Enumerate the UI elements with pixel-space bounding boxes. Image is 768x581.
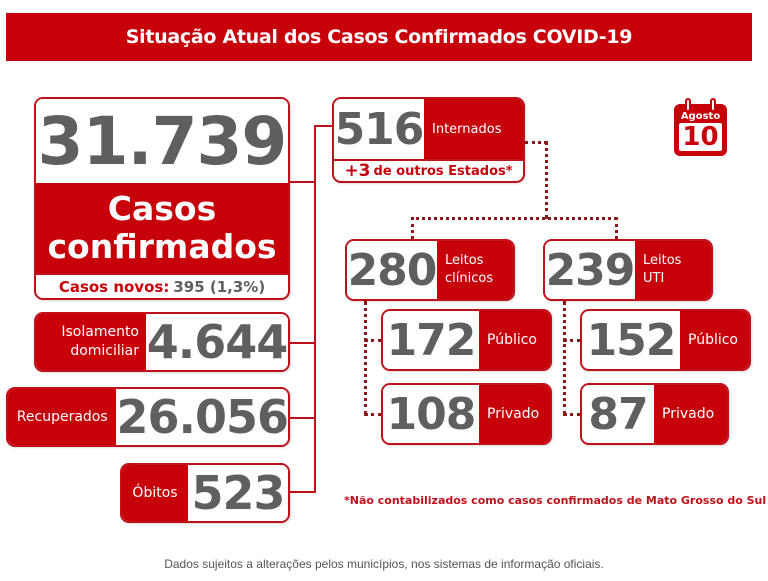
connector-deaths [290,491,316,493]
icu-private-value: 87 [582,385,654,443]
clinical-private-card: 108 Privado [381,383,552,445]
calendar-ring-left [685,98,691,112]
new-cases-row: Casos novos: 395 (1,3%) [36,273,288,298]
dotted-connector [411,217,617,220]
other-states-text: de outros Estados* [373,163,513,179]
icu-public-value: 152 [582,311,680,369]
home-isolation-label-line2: domiciliar [70,343,139,359]
deaths-value: 523 [188,465,288,521]
clinical-beds-label: Leitos clínicos [437,241,513,299]
dotted-connector [615,217,618,239]
confirmed-cases-card: 31.739 Casos confirmados Casos novos: 39… [34,97,290,300]
calendar-icon: Agosto 10 [674,98,727,156]
dotted-connector [525,141,547,144]
hospitalized-card: 516 Internados +3 de outros Estados* [332,97,525,183]
calendar-ring-right [710,98,716,112]
deaths-label: Óbitos [122,465,188,521]
icu-private-label: Privado [654,385,727,443]
home-isolation-value: 4.644 [146,314,288,370]
clinical-public-value: 172 [383,311,479,369]
clinical-public-card: 172 Público [381,309,552,371]
connector-hospitalized [314,125,334,127]
icu-beds-value: 239 [545,241,635,299]
connector-isolation [290,342,316,344]
dotted-connector [411,217,414,239]
icu-private-card: 87 Privado [580,383,729,445]
clinical-public-label: Público [479,311,550,369]
clinical-beds-card: 280 Leitos clínicos [345,239,515,301]
dotted-connector [364,339,382,342]
icu-beds-card: 239 Leitos UTI [543,239,713,301]
other-states-row: +3 de outros Estados* [334,159,523,181]
calendar-day: 10 [679,122,722,152]
icu-beds-label-line2: UTI [643,271,665,286]
recovered-card: Recuperados 26.056 [6,387,290,447]
hospitalized-value: 516 [334,99,424,159]
confirmed-cases-value: 31.739 [36,99,288,183]
title-banner: Situação Atual dos Casos Confirmados COV… [6,13,752,61]
clinical-beds-value: 280 [347,241,437,299]
recovered-label: Recuperados [8,389,117,445]
page-title: Situação Atual dos Casos Confirmados COV… [125,26,633,48]
home-isolation-label-line1: Isolamento [61,324,139,340]
dotted-connector [563,301,566,415]
home-isolation-card: Isolamento domiciliar 4.644 [34,312,290,372]
confirmed-cases-label: Casos confirmados [36,183,288,273]
new-cases-value: 395 (1,3%) [173,277,266,296]
connector-main [290,181,316,183]
hospitalized-row: 516 Internados [334,99,523,159]
icu-public-card: 152 Público [580,309,751,371]
dotted-connector [545,141,548,219]
recovered-value: 26.056 [116,389,288,445]
icu-beds-label-line1: Leitos [643,253,682,268]
home-isolation-label: Isolamento domiciliar [36,314,146,370]
icu-beds-label: Leitos UTI [635,241,711,299]
new-cases-label: Casos novos: [58,277,170,296]
connector-trunk [314,125,316,492]
dotted-connector [563,339,581,342]
footnote: *Não contabilizados como casos confirmad… [344,494,767,507]
confirmed-label-line2: confirmados [47,227,277,266]
confirmed-label-line1: Casos [107,189,217,228]
hospitalized-label: Internados [424,99,523,159]
clinical-private-value: 108 [383,385,479,443]
calendar-month: Agosto [680,111,721,122]
icu-public-label: Público [680,311,749,369]
dotted-connector [364,413,382,416]
connector-recovered [290,417,316,419]
other-states-count: +3 [344,161,371,181]
clinical-beds-label-line1: Leitos [445,253,484,268]
clinical-private-label: Privado [479,385,550,443]
dotted-connector [364,301,367,415]
deaths-card: Óbitos 523 [120,463,290,523]
dotted-connector [563,413,581,416]
clinical-beds-label-line2: clínicos [445,271,494,286]
source-note: Dados sujeitos a alterações pelos municí… [164,557,604,571]
